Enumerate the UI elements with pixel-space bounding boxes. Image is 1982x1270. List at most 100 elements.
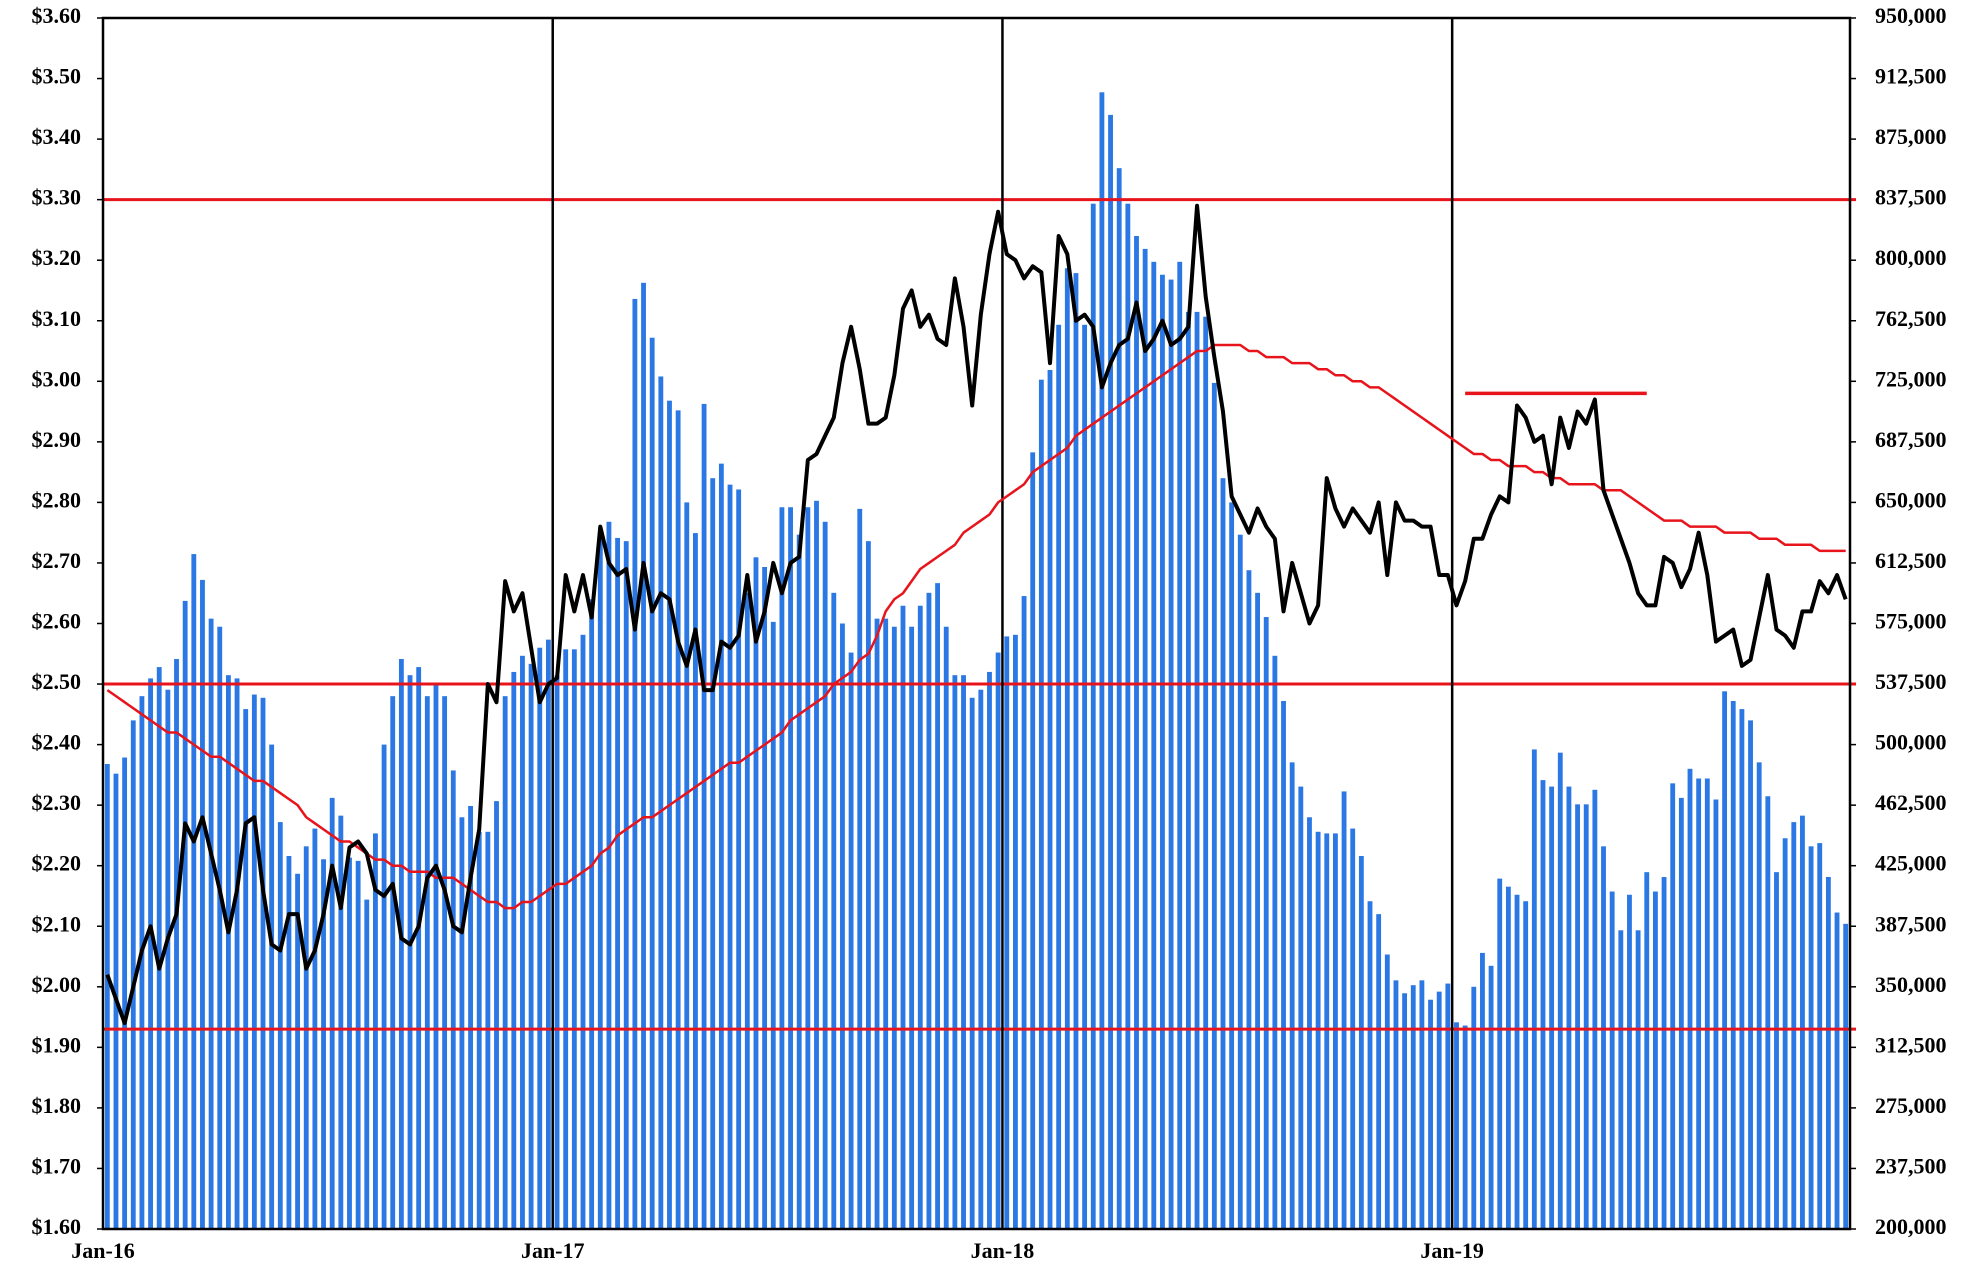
bar	[883, 618, 889, 1229]
bar	[1142, 248, 1148, 1229]
bar	[917, 605, 923, 1229]
bar	[1177, 261, 1183, 1229]
y-tick-label: $3.10	[32, 306, 82, 331]
bar	[1592, 789, 1598, 1229]
bar	[1566, 786, 1572, 1229]
bar	[442, 696, 448, 1229]
bar	[1817, 843, 1823, 1229]
bar	[407, 675, 413, 1229]
bar	[744, 592, 750, 1229]
bar	[1030, 452, 1036, 1229]
bar	[1722, 691, 1728, 1229]
bar	[165, 689, 171, 1229]
bar	[632, 298, 638, 1229]
y-tick-label: $2.90	[32, 427, 82, 452]
bar	[770, 621, 776, 1229]
bar	[865, 541, 871, 1229]
bar	[563, 649, 569, 1229]
bar	[943, 626, 949, 1229]
bar	[1255, 592, 1260, 1229]
bar	[1428, 999, 1433, 1229]
bar	[736, 489, 742, 1229]
bar	[1419, 980, 1425, 1229]
bar	[373, 833, 378, 1229]
y-tick-label: $3.40	[32, 124, 82, 149]
y2-tick-label: 237,500	[1875, 1153, 1947, 1178]
bar	[1272, 655, 1278, 1229]
bar	[1168, 279, 1174, 1229]
bar	[1661, 877, 1667, 1229]
bar	[684, 502, 690, 1229]
bar	[1687, 768, 1693, 1229]
bar	[494, 801, 499, 1229]
bar	[424, 696, 430, 1229]
y-tick-label: $2.40	[32, 730, 82, 755]
y2-tick-label: 350,000	[1875, 972, 1947, 997]
bar	[693, 533, 698, 1229]
y2-tick-label: 537,500	[1875, 669, 1947, 694]
bar	[1627, 894, 1632, 1229]
bar	[1021, 596, 1027, 1229]
bar	[753, 557, 759, 1229]
y-tick-label: $2.20	[32, 851, 82, 876]
bar	[1090, 203, 1096, 1230]
bar	[1471, 986, 1477, 1229]
bar	[580, 634, 586, 1229]
y-tick-label: $2.10	[32, 911, 82, 936]
bar	[995, 652, 1001, 1229]
bar	[1748, 720, 1753, 1229]
bar	[1514, 894, 1520, 1229]
bar	[1808, 846, 1814, 1229]
x-tick-label: Jan-17	[521, 1238, 585, 1263]
bar	[1082, 324, 1088, 1230]
y2-tick-label: 462,500	[1875, 790, 1947, 815]
bar	[1307, 817, 1312, 1229]
bar	[139, 696, 145, 1229]
y2-tick-label: 650,000	[1875, 487, 1947, 512]
y2-tick-label: 800,000	[1875, 245, 1947, 270]
bar	[1704, 778, 1710, 1229]
bar	[900, 605, 906, 1229]
y-tick-label: $3.20	[32, 245, 82, 270]
bar	[779, 507, 785, 1229]
bar	[398, 659, 404, 1229]
bar	[848, 652, 854, 1229]
y2-tick-label: 912,500	[1875, 64, 1947, 89]
bar	[208, 618, 214, 1229]
y2-tick-label: 200,000	[1875, 1214, 1947, 1239]
bar	[1549, 786, 1555, 1229]
bar	[1800, 815, 1805, 1229]
y2-tick-label: 762,500	[1875, 306, 1947, 331]
bar	[1454, 1022, 1459, 1229]
bar	[606, 521, 612, 1229]
bar	[814, 500, 819, 1229]
bar	[935, 583, 941, 1229]
bar	[1713, 799, 1719, 1229]
bar	[251, 694, 257, 1229]
y2-tick-label: 425,000	[1875, 851, 1947, 876]
bar	[1160, 274, 1165, 1229]
bar	[1237, 534, 1243, 1229]
y2-tick-label: 875,000	[1875, 124, 1947, 149]
y2-tick-label: 612,500	[1875, 548, 1947, 573]
y-tick-label: $2.70	[32, 548, 82, 573]
bar	[1056, 324, 1062, 1230]
bar	[1601, 846, 1606, 1229]
x-tick-label: Jan-18	[971, 1238, 1035, 1263]
bar	[874, 618, 880, 1229]
y2-tick-label: 500,000	[1875, 730, 1947, 755]
y2-tick-label: 950,000	[1875, 3, 1947, 28]
y-tick-label: $2.30	[32, 790, 82, 815]
bar	[156, 667, 162, 1229]
line	[106, 343, 1846, 910]
bar	[926, 592, 932, 1229]
bar	[1004, 636, 1010, 1229]
bar	[1834, 912, 1840, 1229]
y-tick-label: $1.90	[32, 1032, 82, 1057]
bar	[597, 534, 603, 1229]
bar	[554, 675, 560, 1229]
bar	[1488, 965, 1494, 1229]
bar	[1652, 891, 1658, 1229]
bar	[1765, 796, 1771, 1229]
bar	[1376, 914, 1382, 1229]
